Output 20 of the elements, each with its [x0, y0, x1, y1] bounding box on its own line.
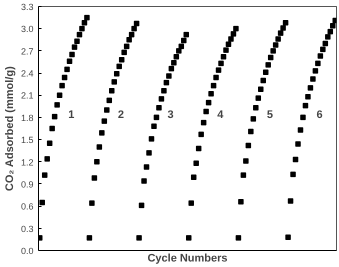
x-axis-title: Cycle Numbers	[147, 252, 228, 264]
annotation: 1	[68, 108, 74, 121]
y-tick-label: 0.3	[20, 224, 34, 234]
y-tick-label: 0.6	[20, 202, 34, 212]
annotation: 3	[168, 108, 174, 121]
y-tick-label: 0.0	[20, 246, 34, 256]
annotation: 4	[217, 108, 224, 121]
y-tick-label: 1.5	[20, 135, 34, 146]
annotation: 6	[316, 108, 323, 121]
y-tick-label: 1.8	[20, 112, 34, 123]
y-tick-label: 2.7	[20, 46, 34, 56]
y-tick-label: 3.3	[20, 2, 34, 12]
y-axis-title: CO₂ Adsorbed (mmol/g)	[4, 66, 16, 192]
y-tick-label: 0.9	[20, 179, 34, 190]
y-tick-label: 2.1	[20, 90, 34, 101]
y-tick-label: 1.2	[20, 157, 34, 168]
y-tick-label: 2.4	[20, 68, 34, 79]
annotation: 5	[266, 108, 274, 121]
annotation: 2	[118, 108, 124, 121]
y-tick-label: 3.0	[20, 24, 34, 34]
